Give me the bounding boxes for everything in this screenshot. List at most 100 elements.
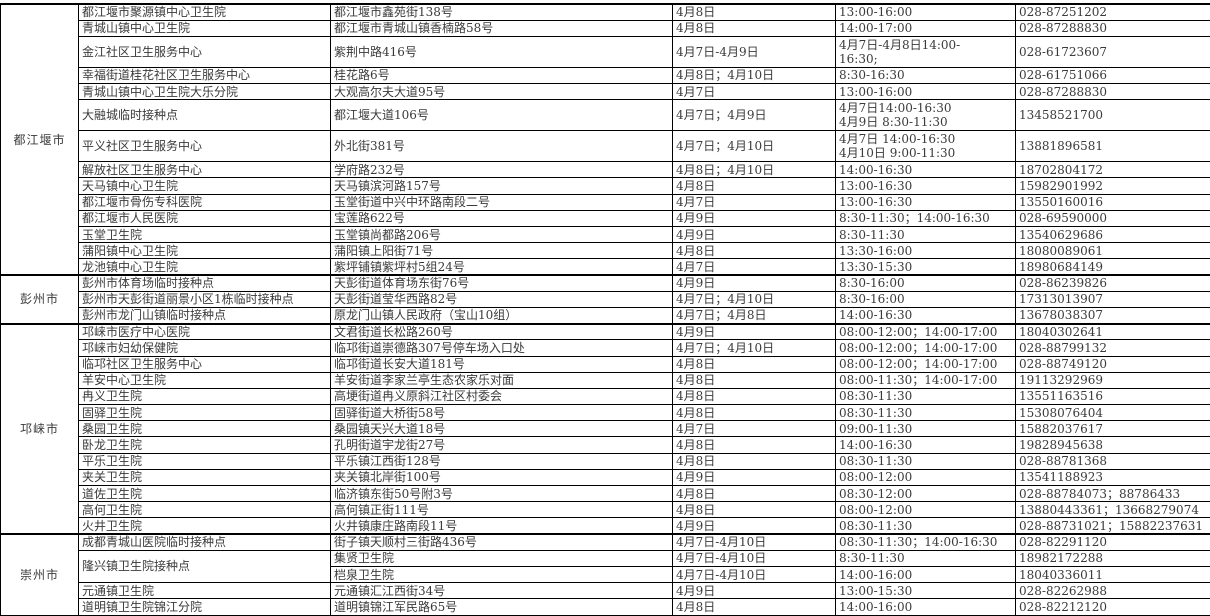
time-cell: 08:00-12:00 (836, 469, 1016, 485)
address-cell: 都江堰市青城山镇香楠路58号 (331, 20, 673, 36)
date-cell: 4月8日 (673, 599, 836, 615)
phone-cell: 15982901992 (1016, 178, 1210, 194)
date-cell: 4月8日；4月10日 (673, 162, 836, 178)
site-name-cell: 夹关卫生院 (79, 469, 331, 485)
date-cell: 4月7日 (673, 259, 836, 275)
date-cell: 4月9日 (673, 227, 836, 243)
time-cell: 8:30-11:30；14:00-16:30 (836, 210, 1016, 226)
address-cell: 集贤卫生院 (331, 550, 673, 566)
date-cell: 4月9日 (673, 583, 836, 599)
phone-cell: 028-86239826 (1016, 275, 1210, 291)
time-cell: 08:00-12:00；14:00-17:00 (836, 340, 1016, 356)
site-name-cell: 火井卫生院 (79, 518, 331, 534)
address-cell: 夹关镇北岸街100号 (331, 469, 673, 485)
address-cell: 孔明街道宇龙街27号 (331, 437, 673, 453)
time-cell: 08:00-12:00 (836, 502, 1016, 518)
time-cell: 14:00-16:00 (836, 566, 1016, 582)
time-cell: 09:00-11:30 (836, 421, 1016, 437)
date-cell: 4月8日 (673, 243, 836, 259)
address-cell: 学府路232号 (331, 162, 673, 178)
phone-cell: 18982172288 (1016, 550, 1210, 566)
district-cell: 都江堰市 (1, 4, 79, 275)
date-cell: 4月8日 (673, 356, 836, 372)
address-cell: 文君街道长松路260号 (331, 324, 673, 340)
address-cell: 高何镇正街111号 (331, 502, 673, 518)
date-cell: 4月7日-4月10日 (673, 550, 836, 566)
date-cell: 4月7日；4月8日 (673, 307, 836, 323)
address-cell: 桂花路6号 (331, 67, 673, 83)
phone-cell: 028-88731021；15882237631 (1016, 518, 1210, 534)
phone-cell: 13541188923 (1016, 469, 1210, 485)
phone-cell: 13550160016 (1016, 194, 1210, 210)
address-cell: 平乐镇江西街128号 (331, 453, 673, 469)
site-name-cell: 龙池镇中心卫生院 (79, 259, 331, 275)
address-cell: 桑园镇天兴大道18号 (331, 421, 673, 437)
site-name-cell: 临邛社区卫生服务中心 (79, 356, 331, 372)
phone-cell: 028-87288830 (1016, 84, 1210, 100)
time-cell: 8:30-11:30 (836, 227, 1016, 243)
address-cell: 大观高尔夫大道95号 (331, 84, 673, 100)
date-cell: 4月8日 (673, 453, 836, 469)
time-cell: 08:00-12:00；14:00-17:00 (836, 356, 1016, 372)
time-cell: 8:30-16:00 (836, 291, 1016, 307)
date-cell: 4月9日 (673, 518, 836, 534)
phone-cell: 028-87288830 (1016, 20, 1210, 36)
phone-cell: 15308076404 (1016, 405, 1210, 421)
site-name-cell: 冉义卫生院 (79, 388, 331, 404)
phone-cell: 13458521700 (1016, 100, 1210, 131)
address-cell: 道明镇锦江军民路65号 (331, 599, 673, 615)
time-cell: 13:30-15:30 (836, 259, 1016, 275)
date-cell: 4月7日-4月10日 (673, 566, 836, 582)
district-cell: 彭州市 (1, 275, 79, 324)
time-cell: 8:30-16:30 (836, 67, 1016, 83)
date-cell: 4月9日 (673, 210, 836, 226)
address-cell: 元通镇汇江西街34号 (331, 583, 673, 599)
address-cell: 固驿街道大桥街58号 (331, 405, 673, 421)
site-name-cell: 卧龙卫生院 (79, 437, 331, 453)
site-name-cell: 彭州市体育场临时接种点 (79, 275, 331, 291)
phone-cell: 028-61723607 (1016, 36, 1210, 67)
time-cell: 08:00-12:00；14:00-17:00 (836, 324, 1016, 340)
site-name-cell: 羊安中心卫生院 (79, 372, 331, 388)
time-cell: 8:30-16:00 (836, 275, 1016, 291)
address-cell: 临邛街道长安大道181号 (331, 356, 673, 372)
address-cell: 都江堰市鑫苑街138号 (331, 4, 673, 20)
date-cell: 4月8日 (673, 388, 836, 404)
date-cell: 4月7日 (673, 84, 836, 100)
site-name-cell: 大融城临时接种点 (79, 100, 331, 131)
address-cell: 玉堂镇尚都路206号 (331, 227, 673, 243)
date-cell: 4月8日 (673, 178, 836, 194)
site-name-cell: 天马镇中心卫生院 (79, 178, 331, 194)
site-name-cell: 道佐卫生院 (79, 486, 331, 502)
phone-cell: 15882037617 (1016, 421, 1210, 437)
time-cell: 08:00-11:30；14:00-17:00 (836, 372, 1016, 388)
address-cell: 临济镇东街50号附3号 (331, 486, 673, 502)
phone-cell: 028-82212120 (1016, 599, 1210, 615)
phone-cell: 18980684149 (1016, 259, 1210, 275)
site-name-cell: 邛崃市妇幼保健院 (79, 340, 331, 356)
date-cell: 4月7日；4月10日 (673, 291, 836, 307)
site-name-cell: 彭州市天彭街道丽景小区1栋临时接种点 (79, 291, 331, 307)
phone-cell: 19828945638 (1016, 437, 1210, 453)
site-name-cell: 成都青城山医院临时接种点 (79, 534, 331, 550)
time-cell: 08:30-11:30；14:00-16:30 (836, 534, 1016, 550)
phone-cell: 18040302641 (1016, 324, 1210, 340)
time-cell: 08:30-11:30 (836, 518, 1016, 534)
address-cell: 天彭街道莹华西路82号 (331, 291, 673, 307)
phone-cell: 028-61751066 (1016, 67, 1210, 83)
address-cell: 临邛街道崇德路307号停车场入口处 (331, 340, 673, 356)
